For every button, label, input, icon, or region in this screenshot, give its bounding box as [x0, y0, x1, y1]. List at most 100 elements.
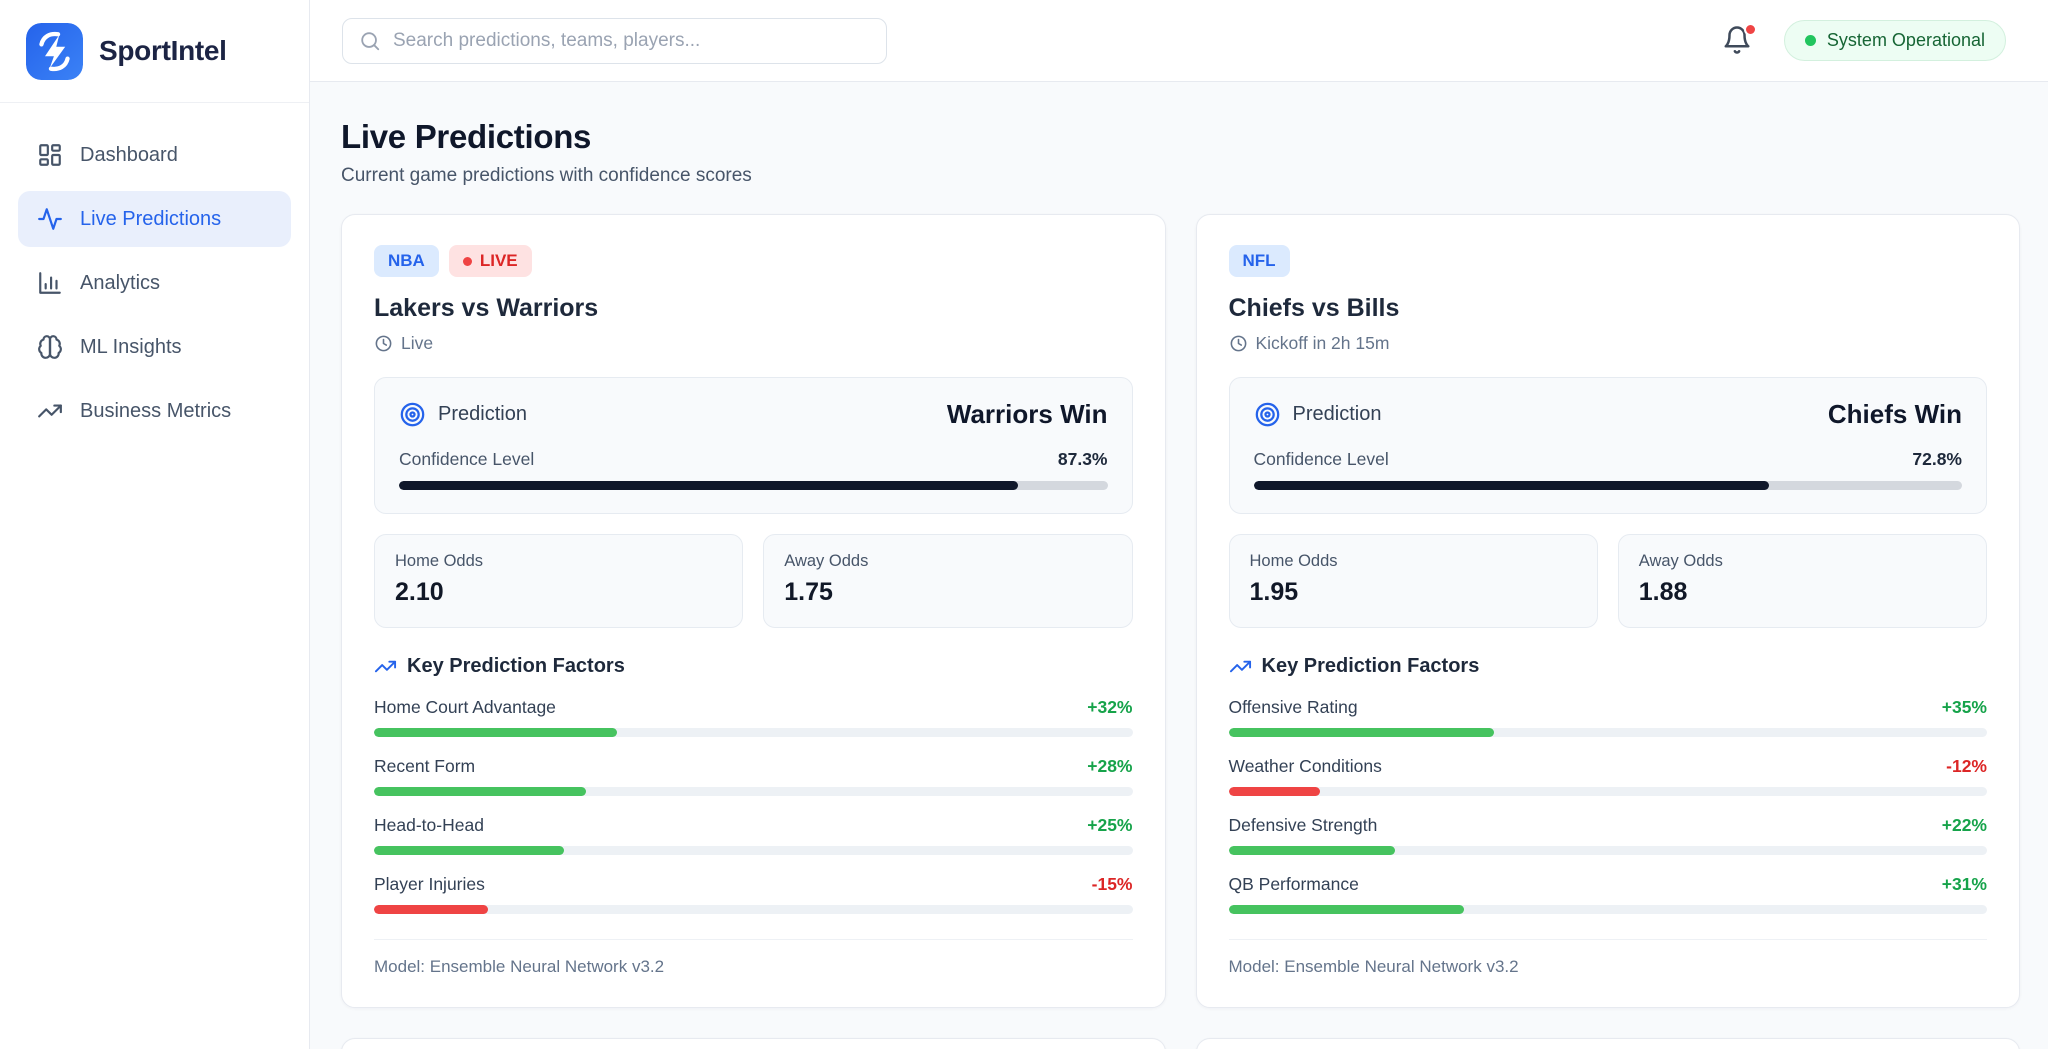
factor-value: -15% — [1091, 874, 1133, 894]
factor-row: Defensive Strength +22% — [1228, 815, 1987, 855]
search-box[interactable] — [342, 17, 887, 64]
match-title: Lakers vs Warriors — [374, 294, 599, 322]
factor-name: Home Court Advantage — [374, 697, 556, 717]
sidebar-item-analytics[interactable]: Analytics — [18, 255, 291, 311]
live-dot-icon — [462, 256, 472, 266]
factor-row: Player Injuries -15% — [374, 874, 1133, 914]
activity-icon — [38, 208, 62, 230]
prediction-card-mlb[interactable]: MLB Yankees vs Red Sox — [1195, 1038, 2020, 1049]
divider — [1228, 939, 1987, 940]
factors-header: Key Prediction Factors — [1229, 655, 1988, 678]
brain-icon — [38, 335, 62, 359]
match-time: Live — [374, 333, 1133, 354]
confidence-label: Confidence Level — [399, 449, 535, 469]
odds-row: Home Odds 1.95 Away Odds 1.88 — [1228, 534, 1987, 628]
factor-bar-fill — [1228, 846, 1396, 855]
sidebar-item-live-predictions[interactable]: Live Predictions — [18, 191, 291, 247]
trending-up-icon — [38, 404, 62, 418]
confidence-bar-fill — [399, 481, 1018, 490]
home-odds-label: Home Odds — [1249, 552, 1338, 570]
prediction-pick: Warriors Win — [946, 399, 1108, 429]
match-title: Chiefs vs Bills — [1228, 294, 1400, 322]
factor-name: Player Injuries — [374, 874, 485, 894]
away-odds-label: Away Odds — [1638, 552, 1723, 570]
prediction-pick: Chiefs Win — [1827, 399, 1962, 429]
prediction-card-nba[interactable]: NBA LIVE Lakers vs Warriors Live — [341, 214, 1166, 1008]
factor-bar-fill — [374, 846, 564, 855]
prediction-card-premier-league[interactable]: Premier League LIVE Man City vs Liverpoo… — [341, 1038, 1166, 1049]
notifications-button[interactable] — [1722, 22, 1757, 57]
factor-value: +28% — [1087, 756, 1133, 776]
away-odds-label: Away Odds — [784, 552, 869, 570]
away-odds-value: 1.88 — [1638, 578, 1688, 606]
factor-name: Head-to-Head — [374, 815, 484, 835]
home-odds-value: 2.10 — [395, 578, 444, 606]
sidebar-item-business-metrics[interactable]: Business Metrics — [18, 383, 291, 439]
model-label: Model: Ensemble Neural Network v3.2 — [374, 957, 665, 976]
home-odds-box: Home Odds 1.95 — [1228, 534, 1598, 628]
factor-row: Recent Form +28% — [374, 756, 1133, 796]
sidebar-item-dashboard[interactable]: Dashboard — [18, 127, 291, 183]
sidebar: SportIntel Dashboard Live Predictions An… — [0, 0, 310, 1049]
factor-bar — [1228, 728, 1987, 737]
factor-value: +31% — [1941, 874, 1987, 894]
predictions-grid: NBA LIVE Lakers vs Warriors Live — [341, 214, 2020, 1049]
brand-header: SportIntel — [0, 0, 309, 103]
sidebar-item-label: Analytics — [80, 271, 161, 294]
factor-value: +32% — [1087, 697, 1133, 717]
confidence-bar — [399, 481, 1108, 490]
prediction-box: Prediction Warriors Win Confidence Level… — [374, 377, 1133, 514]
league-badge: NFL — [1228, 245, 1290, 277]
status-dot-icon — [1804, 35, 1816, 46]
main-content: Live Predictions Current game prediction… — [310, 82, 2048, 1049]
dashboard-grid-icon — [39, 144, 61, 166]
factor-name: QB Performance — [1228, 874, 1359, 894]
brand-name: SportIntel — [99, 35, 227, 66]
factor-bar — [374, 905, 1133, 914]
factor-row: Home Court Advantage +32% — [374, 697, 1133, 737]
badge-row: NBA LIVE — [374, 245, 1133, 277]
away-odds-box: Away Odds 1.88 — [1617, 534, 1987, 628]
system-status-badge: System Operational — [1783, 20, 2006, 61]
page-title: Live Predictions — [341, 118, 592, 155]
badge-row: NFL — [1228, 245, 1988, 277]
confidence-bar-fill — [1253, 481, 1770, 490]
factor-name: Offensive Rating — [1228, 697, 1358, 717]
factor-value: +25% — [1087, 815, 1133, 835]
factor-name: Weather Conditions — [1228, 756, 1382, 776]
factor-name: Recent Form — [374, 756, 476, 776]
factor-bar — [374, 846, 1133, 855]
factor-bar-fill — [374, 728, 617, 737]
odds-row: Home Odds 2.10 Away Odds 1.75 — [374, 534, 1133, 628]
search-input[interactable] — [393, 29, 870, 52]
league-badge: NBA — [374, 245, 439, 277]
home-odds-box: Home Odds 2.10 — [374, 534, 744, 628]
factor-bar — [1228, 846, 1987, 855]
live-label: LIVE — [479, 251, 518, 270]
prediction-card-nfl[interactable]: NFL Chiefs vs Bills Kickoff in 2h 15m Pr… — [1195, 214, 2020, 1008]
sidebar-item-label: Dashboard — [80, 143, 178, 166]
confidence-value: 87.3% — [1057, 449, 1108, 469]
factor-bar-fill — [374, 787, 587, 796]
factor-bar — [374, 787, 1133, 796]
sidebar-item-label: Live Predictions — [80, 207, 222, 230]
sidebar-item-ml-insights[interactable]: ML Insights — [18, 319, 291, 375]
prediction-label: Prediction — [438, 403, 527, 425]
clock-icon — [375, 335, 392, 352]
away-odds-value: 1.75 — [784, 578, 833, 606]
home-odds-value: 1.95 — [1249, 578, 1299, 606]
match-time-label: Kickoff in 2h 15m — [1255, 333, 1390, 353]
divider — [374, 939, 1133, 940]
factor-row: Head-to-Head +25% — [374, 815, 1133, 855]
confidence-label: Confidence Level — [1253, 449, 1389, 469]
model-label: Model: Ensemble Neural Network v3.2 — [1228, 957, 1519, 976]
match-time-label: Live — [401, 333, 434, 353]
home-odds-label: Home Odds — [395, 552, 484, 570]
factor-value: +35% — [1941, 697, 1987, 717]
bell-icon — [1724, 25, 1750, 54]
sidebar-item-label: ML Insights — [80, 335, 182, 358]
page-header: Live Predictions Current game prediction… — [310, 82, 2048, 187]
factors-title: Key Prediction Factors — [407, 655, 625, 677]
factor-row: Weather Conditions -12% — [1228, 756, 1987, 796]
bar-chart-icon — [39, 272, 61, 294]
